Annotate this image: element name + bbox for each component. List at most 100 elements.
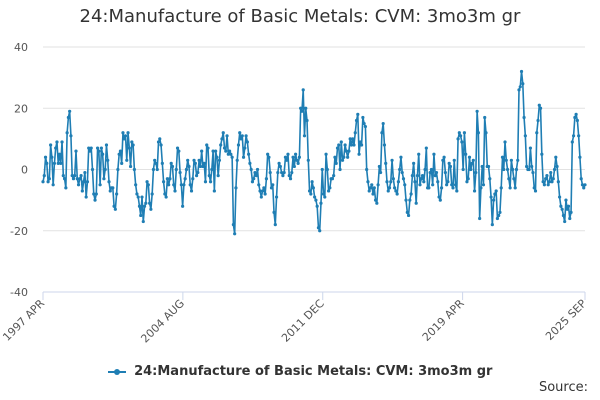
data-point[interactable]	[299, 106, 303, 110]
data-point[interactable]	[108, 189, 112, 193]
data-point[interactable]	[550, 180, 554, 184]
data-point[interactable]	[420, 174, 425, 178]
data-point[interactable]	[238, 131, 242, 135]
data-point[interactable]	[132, 167, 136, 172]
data-point[interactable]	[89, 146, 93, 150]
data-point[interactable]	[328, 186, 332, 190]
data-point[interactable]	[249, 167, 253, 172]
data-point[interactable]	[547, 180, 552, 184]
data-point[interactable]	[502, 167, 506, 172]
data-point[interactable]	[196, 170, 200, 175]
data-point[interactable]	[87, 146, 91, 150]
data-point[interactable]	[535, 131, 539, 135]
data-point[interactable]	[446, 180, 450, 184]
data-point[interactable]	[495, 216, 500, 221]
data-point[interactable]	[321, 192, 326, 196]
data-point[interactable]	[79, 174, 83, 178]
data-point[interactable]	[255, 167, 260, 172]
data-point[interactable]	[556, 180, 560, 184]
data-point[interactable]	[525, 164, 529, 169]
data-point[interactable]	[135, 192, 139, 196]
data-point[interactable]	[344, 149, 348, 153]
data-point[interactable]	[445, 183, 449, 187]
data-point[interactable]	[282, 170, 286, 175]
data-point[interactable]	[521, 82, 525, 86]
data-point[interactable]	[227, 149, 232, 153]
data-point[interactable]	[479, 186, 483, 190]
data-point[interactable]	[396, 180, 401, 184]
data-point[interactable]	[564, 198, 568, 202]
data-point[interactable]	[197, 158, 201, 162]
data-point[interactable]	[296, 161, 300, 165]
data-point[interactable]	[145, 180, 149, 184]
data-point[interactable]	[546, 183, 550, 187]
data-point[interactable]	[516, 158, 520, 162]
data-point[interactable]	[414, 201, 418, 205]
data-point[interactable]	[442, 155, 446, 159]
data-point[interactable]	[319, 201, 323, 205]
data-point[interactable]	[136, 195, 140, 199]
data-point[interactable]	[558, 195, 562, 199]
data-point[interactable]	[348, 137, 352, 141]
data-point[interactable]	[139, 213, 143, 218]
data-point[interactable]	[509, 158, 513, 162]
data-point[interactable]	[583, 183, 587, 187]
data-point[interactable]	[78, 177, 82, 181]
data-point[interactable]	[297, 155, 301, 159]
data-point[interactable]	[423, 167, 427, 172]
data-point[interactable]	[274, 195, 279, 199]
data-point[interactable]	[128, 164, 133, 169]
data-point[interactable]	[216, 174, 220, 178]
data-point[interactable]	[333, 155, 337, 159]
data-point[interactable]	[318, 229, 322, 233]
data-point[interactable]	[499, 186, 503, 190]
data-point[interactable]	[398, 167, 402, 172]
data-point[interactable]	[41, 180, 45, 184]
data-point[interactable]	[146, 183, 150, 187]
data-point[interactable]	[52, 161, 57, 165]
data-point[interactable]	[222, 146, 227, 150]
data-point[interactable]	[71, 177, 76, 181]
data-point[interactable]	[230, 155, 234, 159]
data-point[interactable]	[337, 143, 341, 147]
data-point[interactable]	[130, 140, 134, 144]
data-point[interactable]	[131, 143, 135, 147]
data-point[interactable]	[198, 164, 202, 169]
data-point[interactable]	[226, 152, 230, 156]
data-point[interactable]	[229, 152, 233, 156]
data-point[interactable]	[363, 125, 368, 129]
data-point[interactable]	[187, 164, 191, 169]
data-point[interactable]	[561, 213, 566, 218]
data-point[interactable]	[285, 158, 289, 162]
data-point[interactable]	[461, 167, 465, 172]
data-point[interactable]	[194, 174, 199, 178]
data-point[interactable]	[372, 186, 376, 190]
data-point[interactable]	[88, 149, 92, 153]
data-point[interactable]	[134, 183, 138, 187]
data-point[interactable]	[193, 161, 197, 165]
data-point[interactable]	[365, 167, 369, 172]
data-point[interactable]	[154, 161, 158, 165]
data-point[interactable]	[219, 143, 223, 147]
data-point[interactable]	[385, 180, 389, 184]
data-point[interactable]	[240, 134, 244, 138]
data-point[interactable]	[97, 149, 101, 153]
data-point[interactable]	[527, 167, 531, 172]
data-point[interactable]	[302, 134, 307, 138]
data-point[interactable]	[508, 186, 512, 190]
data-point[interactable]	[173, 189, 177, 193]
data-point[interactable]	[453, 183, 458, 187]
data-point[interactable]	[301, 88, 305, 92]
data-point[interactable]	[460, 140, 464, 144]
data-point[interactable]	[159, 143, 163, 147]
data-point[interactable]	[358, 140, 362, 144]
data-point[interactable]	[311, 186, 315, 190]
data-point[interactable]	[203, 180, 208, 184]
data-point[interactable]	[84, 195, 88, 199]
data-point[interactable]	[389, 180, 393, 184]
data-point[interactable]	[542, 183, 546, 187]
data-point[interactable]	[540, 152, 544, 156]
data-point[interactable]	[263, 192, 267, 196]
data-point[interactable]	[500, 155, 505, 159]
data-point[interactable]	[127, 146, 131, 150]
